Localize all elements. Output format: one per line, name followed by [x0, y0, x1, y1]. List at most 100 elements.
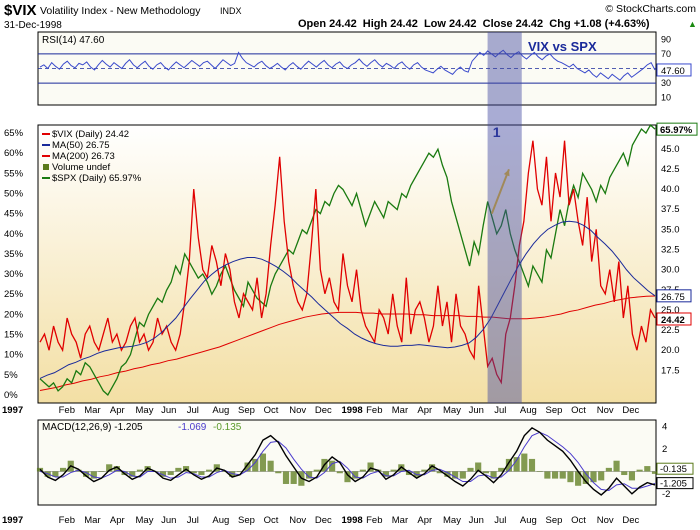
trend-arrow-line — [490, 168, 510, 214]
legend-entry: MA(200) 26.73 — [52, 151, 115, 162]
rsi-current-label: 47.60 — [661, 66, 685, 77]
x-tick-label: Mar — [392, 515, 408, 526]
x-tick-label: May — [443, 515, 461, 526]
series-line-spxdaily — [39, 123, 656, 396]
macd-hist-bar — [113, 466, 120, 472]
x-tick-label: Oct — [264, 405, 279, 416]
trend-arrow-head-icon — [503, 169, 510, 177]
macd-hist-bar — [521, 453, 528, 472]
macd-hist-bar — [336, 471, 343, 474]
brand-label: © StockCharts.com — [605, 3, 696, 15]
series-line-vixdaily — [39, 140, 656, 385]
macd-hist-bar — [159, 471, 167, 477]
macd-hist-bar — [582, 471, 589, 484]
rsi-tick-label: 90 — [661, 34, 671, 44]
rsi-tick-label: 10 — [661, 93, 671, 103]
macd-hist-bar — [544, 471, 551, 479]
macd-hist-bar — [352, 471, 359, 479]
left-tick-label: 65% — [4, 128, 24, 139]
x-tick-label: 1997 — [2, 515, 23, 526]
left-tick-label: 55% — [4, 168, 24, 179]
series-line-ma200 — [39, 295, 656, 392]
ma-current-label: 26.75 — [661, 292, 685, 303]
macd-x-axis: 1997 Feb Mar Apr May Jun Jul Aug Sep Oct Nov Dec 199… — [2, 515, 640, 526]
macd-hist-bar — [605, 467, 612, 472]
macd-hist-bar — [598, 471, 605, 481]
macd-line — [39, 426, 656, 496]
legend-swatch-volume — [43, 164, 49, 170]
x-tick-label: Apr — [417, 515, 432, 526]
x-tick-label: Sep — [546, 515, 563, 526]
x-tick-label: Jul — [494, 515, 506, 526]
right-tick-label: 22.5 — [661, 325, 680, 336]
x-tick-label: Apr — [110, 405, 125, 416]
macd-hist-bar — [490, 471, 497, 479]
x-tick-label: Jun — [469, 405, 484, 416]
series-line-ma50 — [39, 220, 656, 379]
x-tick-label: Jul — [187, 405, 199, 416]
index-name: Volatility Index - New Methodology — [40, 5, 201, 17]
right-tick-label: 42.5 — [661, 164, 680, 175]
x-tick-label: Aug — [212, 405, 229, 416]
macd-hist-bar — [467, 467, 474, 472]
annotation-label: 1 — [493, 124, 501, 140]
x-tick-label: Mar — [84, 515, 100, 526]
left-tick-label: 30% — [4, 269, 24, 280]
quote-line: Open 24.42 High 24.42 Low 24.42 Close 24… — [298, 18, 650, 30]
x-tick-label: Aug — [520, 515, 537, 526]
macd-hist-current-label: -0.135 — [660, 464, 687, 475]
x-tick-label: Feb — [59, 515, 75, 526]
macd-hist-bar — [475, 462, 482, 472]
x-tick-label: Jul — [494, 405, 506, 416]
x-tick-label: Nov — [289, 515, 306, 526]
spx-current-box — [656, 122, 698, 136]
vix-current-box — [656, 312, 692, 326]
macd-hist-bar — [644, 466, 651, 472]
macd-panel-frame — [37, 419, 657, 506]
macd-hist-bar — [129, 471, 136, 477]
x-tick-label: Dec — [622, 405, 639, 416]
x-tick-label: Sep — [238, 405, 255, 416]
x-tick-label: Feb — [366, 405, 382, 416]
macd-legend-signal: -1.069 — [178, 422, 207, 433]
left-tick-label: 35% — [4, 249, 24, 260]
macd-hist-bar — [505, 458, 513, 472]
x-tick-label: 1997 — [2, 405, 23, 416]
macd-hist-bar — [536, 471, 543, 472]
macd-hist-bar — [413, 471, 420, 477]
macd-hist-bar — [313, 469, 320, 472]
macd-hist-bar — [436, 471, 443, 474]
x-tick-label: Feb — [366, 515, 382, 526]
spx-current-label: 65.97% — [660, 125, 693, 136]
macd-hist-bar — [452, 471, 459, 479]
macd-hist-bar — [190, 471, 197, 474]
x-tick-label: Sep — [546, 405, 563, 416]
macd-hist-bar — [628, 471, 636, 481]
macd-hist-bar — [236, 471, 243, 472]
macd-legend-hist: -0.135 — [213, 422, 242, 433]
macd-hist-bar — [428, 464, 436, 472]
macd-hist-bar — [367, 462, 374, 472]
x-tick-label: 1998 — [342, 405, 363, 416]
macd-legend-label: MACD(12,26,9) -1.205 — [42, 422, 143, 433]
macd-hist-bar — [59, 467, 67, 472]
vix-current-label: 24.42 — [661, 315, 685, 326]
x-tick-label: Oct — [264, 515, 279, 526]
x-tick-label: Nov — [597, 515, 614, 526]
macd-hist-bar — [613, 460, 620, 472]
macd-hist-bar — [651, 471, 659, 474]
macd-hist-bar — [90, 471, 97, 479]
macd-hist-bar — [106, 464, 113, 472]
macd-hist-bar — [282, 471, 290, 484]
macd-hist-bar — [513, 457, 520, 472]
right-tick-label: 40.0 — [661, 184, 680, 195]
x-tick-label: Feb — [59, 405, 75, 416]
x-tick-label: Mar — [84, 405, 100, 416]
x-tick-label: Apr — [110, 515, 125, 526]
right-tick-label: 30.0 — [661, 265, 680, 276]
x-tick-label: Nov — [597, 405, 614, 416]
macd-hist-bar — [290, 471, 297, 484]
price-panel: 0% 5% 10% 15% 20% 25% 30% 35% 40% 45% 50% 55% 60% 65%… — [4, 123, 680, 404]
x-tick-label: Mar — [392, 405, 408, 416]
